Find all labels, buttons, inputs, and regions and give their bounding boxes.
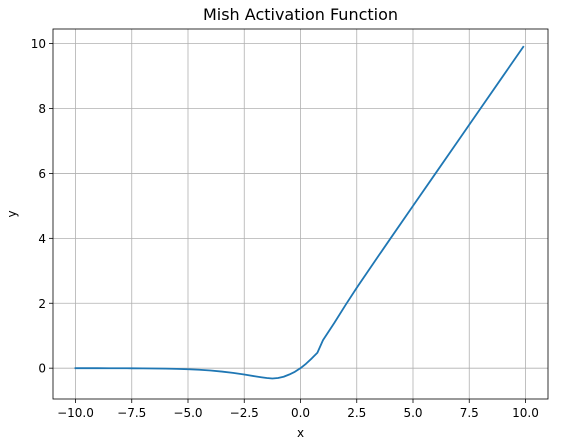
y-tick-label: 4 [38,232,46,246]
x-axis-ticks: −10.0 −7.5 −5.0 −2.5 0.0 2.5 5.0 7.5 10.0 [57,399,539,420]
series-group [74,45,525,380]
y-tick-label: 10 [31,37,46,51]
y-axis-ticks: 0 2 4 6 8 10 [31,37,53,376]
y-axis-label: y [5,210,19,217]
x-axis-label: x [297,426,304,440]
x-tick-label: −7.5 [117,406,146,420]
y-tick-label: 0 [38,362,46,376]
y-tick-label: 2 [38,297,46,311]
x-tick-label: 7.5 [460,406,479,420]
x-tick-label: −2.5 [230,406,259,420]
x-tick-label: 0.0 [291,406,310,420]
x-tick-label: 2.5 [347,406,366,420]
x-tick-label: 10.0 [512,406,539,420]
x-tick-label: 5.0 [403,406,422,420]
series-line [74,45,525,380]
y-tick-label: 6 [38,167,46,181]
x-tick-label: −10.0 [57,406,94,420]
x-tick-label: −5.0 [173,406,202,420]
chart-title: Mish Activation Function [203,5,398,24]
y-tick-label: 8 [38,102,46,116]
